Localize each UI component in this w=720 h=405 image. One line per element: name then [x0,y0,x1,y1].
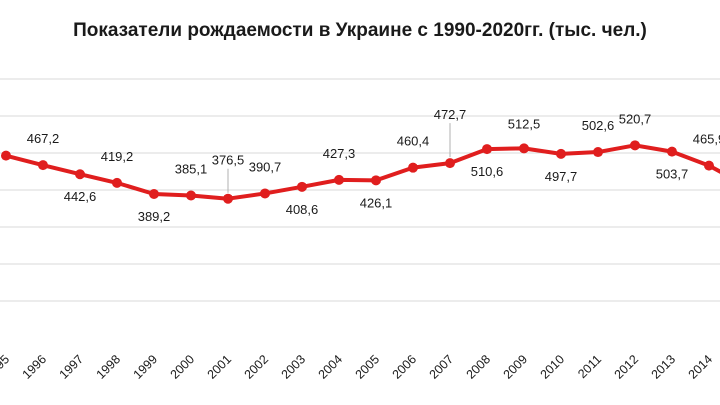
data-label: 426,1 [360,195,393,210]
x-tick-label: 2009 [501,352,531,382]
data-point [260,188,270,199]
x-tick-label: 2007 [427,352,457,382]
x-tick-label: 2004 [316,352,346,382]
data-point [704,160,714,171]
x-tick-label: 2008 [464,352,494,382]
data-point [223,193,233,204]
x-tick-label: 2010 [538,352,568,382]
data-label: 512,5 [508,116,541,131]
data-label: 467,2 [27,131,60,146]
data-point [1,150,11,161]
data-point [408,162,418,173]
data-point [186,190,196,201]
x-tick-label: 2001 [205,352,235,382]
data-label: 389,2 [138,209,171,224]
data-point [297,181,307,192]
data-label: 376,5 [212,153,245,168]
data-label: 408,6 [286,202,319,217]
x-tick-label: 1998 [94,352,124,382]
data-point [556,148,566,159]
chart-title: Показатели рождаемости в Украине с 1990-… [73,20,647,41]
data-point [593,147,603,158]
x-tick-label: 2000 [168,352,198,382]
data-point [445,158,455,169]
x-tick-label: 2014 [686,352,716,382]
data-point [482,144,492,155]
x-tick-label: 1997 [57,352,87,382]
data-label: 497,7 [545,169,578,184]
x-tick-label: 1996 [20,352,50,382]
x-tick-label: 1999 [131,352,161,382]
data-label: 385,1 [175,162,208,177]
x-tick-label: 95 [0,352,12,372]
data-label: 503,7 [656,167,689,182]
data-label: 520,7 [619,111,652,126]
data-point [519,143,529,154]
data-label: 419,2 [101,149,134,164]
data-point [149,188,159,199]
data-label: 510,6 [471,164,504,179]
data-label: 427,3 [323,146,356,161]
data-point [667,146,677,157]
data-label: 502,6 [582,118,615,133]
x-tick-label: 2006 [390,352,420,382]
x-tick-label: 2012 [612,352,642,382]
data-point [630,140,640,151]
data-point [38,160,48,171]
data-label: 465,9 [693,132,720,147]
x-tick-label: 2003 [279,352,309,382]
data-label: 442,6 [64,189,97,204]
x-tick-label: 2005 [353,352,383,382]
x-tick-label: 2011 [575,352,604,381]
data-point [112,177,122,188]
data-label: 472,7 [434,107,467,122]
x-tick-label: 2013 [649,352,679,382]
data-point [334,174,344,185]
x-tick-label: 2002 [242,352,272,382]
data-label: 390,7 [249,159,282,174]
data-point [371,175,381,186]
data-point [75,169,85,180]
data-label: 460,4 [397,134,430,149]
